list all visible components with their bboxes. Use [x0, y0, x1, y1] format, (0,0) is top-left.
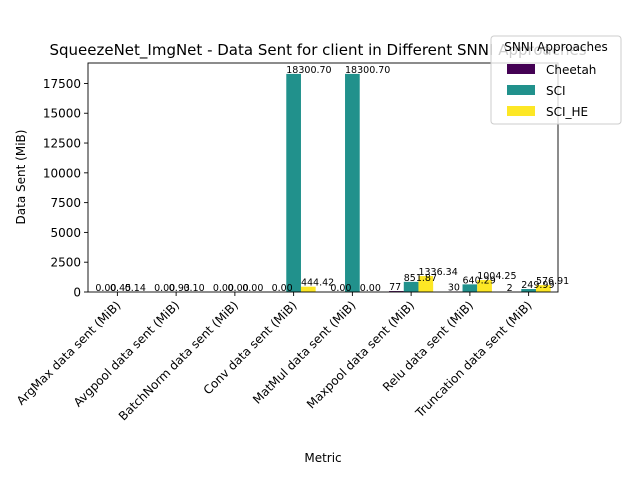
axes-frame — [88, 63, 558, 292]
data-label: 444.42 — [301, 278, 334, 289]
x-tick-label: BatchNorm data sent (MiB) — [116, 298, 241, 423]
data-label: 77 — [389, 282, 401, 293]
data-label: 18300.70 — [345, 65, 390, 76]
y-tick-label: 7500 — [50, 196, 81, 210]
legend: SNNI Approaches Cheetah SCI SCI_HE — [491, 36, 621, 124]
y-tick-label: 17500 — [43, 77, 81, 91]
legend-label-sci: SCI — [546, 84, 566, 98]
data-label: 1004.25 — [477, 271, 516, 282]
y-tick-label: 12500 — [43, 137, 81, 151]
data-label: 18300.70 — [286, 65, 331, 76]
y-tick-label: 10000 — [43, 166, 81, 180]
y-tick-label: 15000 — [43, 107, 81, 121]
legend-swatch-sci — [507, 85, 535, 95]
data-label: 576.91 — [536, 276, 569, 287]
x-tick-label: Truncation data sent (MiB) — [412, 298, 535, 421]
data-label: 1336.34 — [418, 267, 457, 278]
legend-swatch-cheetah — [507, 64, 535, 74]
x-tick-label: Avgpool data sent (MiB) — [71, 298, 182, 409]
y-tick-label: 5000 — [50, 226, 81, 240]
y-tick-label: 2500 — [50, 256, 81, 270]
bar-sci — [286, 74, 301, 292]
x-tick-label: ArgMax data sent (MiB) — [14, 298, 124, 408]
legend-swatch-sci-he — [507, 106, 535, 116]
legend-title: SNNI Approaches — [504, 40, 608, 54]
y-axis-label: Data Sent (MiB) — [14, 130, 28, 225]
y-tick-label: 0 — [73, 286, 81, 300]
bar-sci — [345, 74, 360, 292]
x-tick-label: MatMul data sent (MiB) — [250, 298, 358, 406]
x-tick-label: Maxpool data sent (MiB) — [304, 298, 417, 411]
legend-label-cheetah: Cheetah — [546, 63, 596, 77]
x-axis-label: Metric — [304, 451, 341, 465]
legend-label-sci-he: SCI_HE — [546, 105, 588, 119]
